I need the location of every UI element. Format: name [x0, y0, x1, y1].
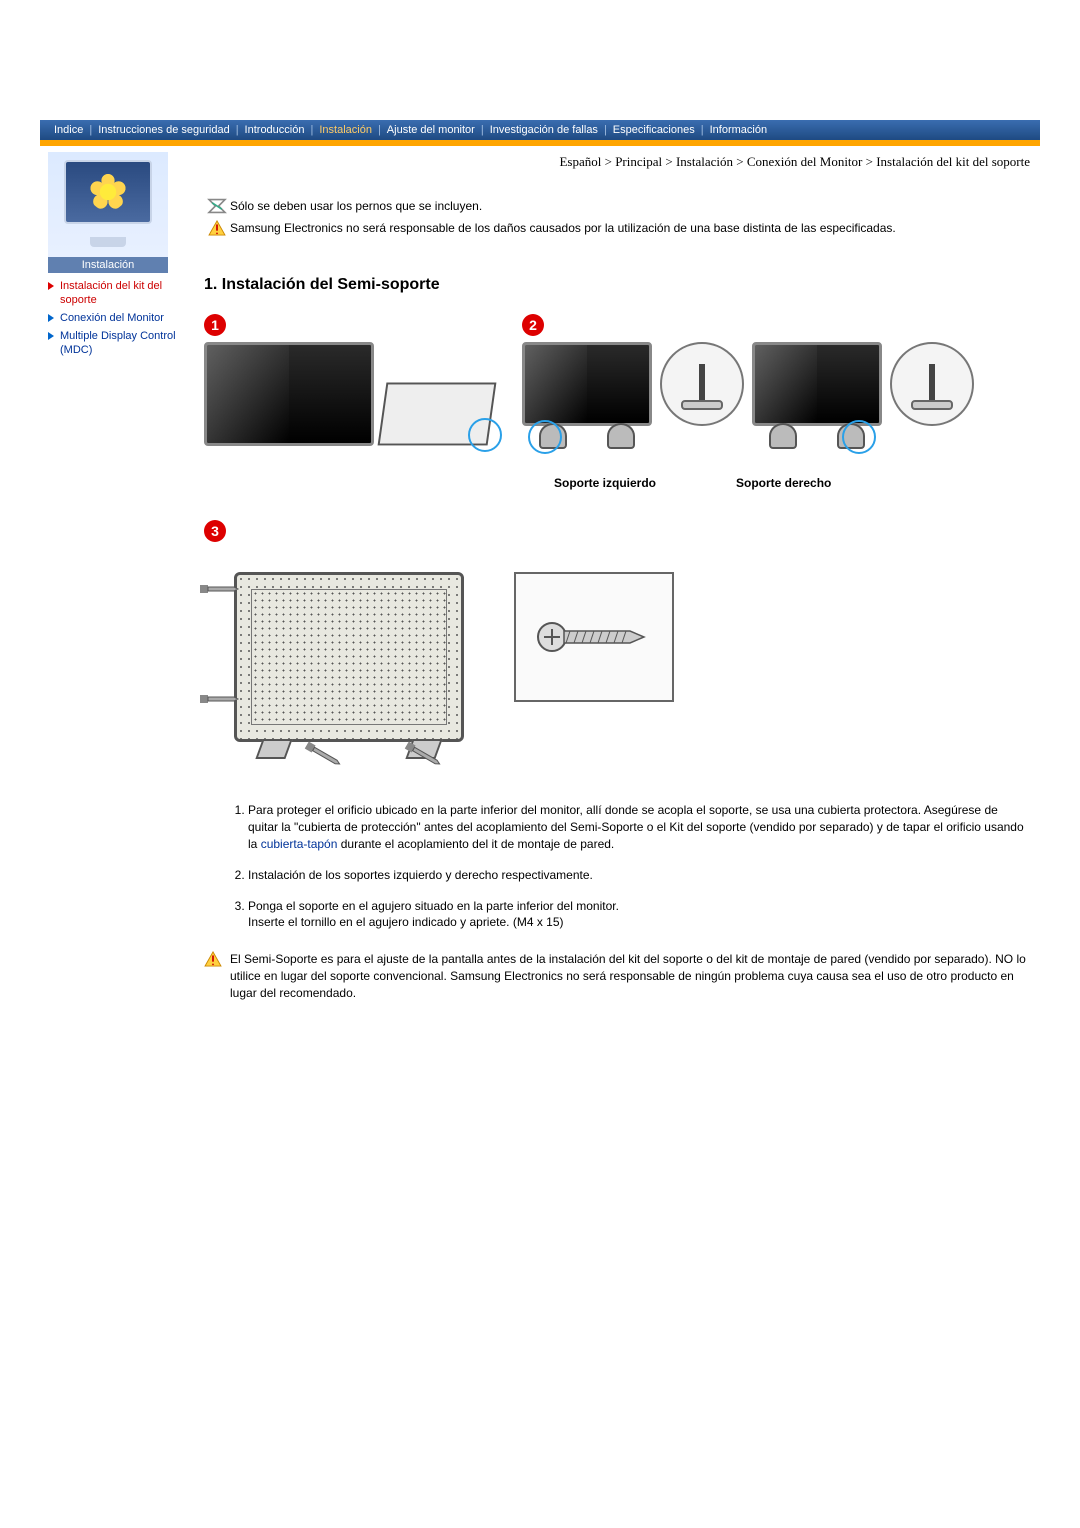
nav-item[interactable]: Instalación — [313, 124, 378, 136]
bullet-icon — [48, 332, 54, 340]
bullet-icon — [48, 282, 54, 290]
highlight-circle-icon — [468, 418, 502, 452]
instruction-item: Instalación de los soportes izquierdo y … — [248, 867, 1030, 884]
sidebar-link[interactable]: Conexión del Monitor — [60, 311, 164, 325]
stand-leg-icon — [255, 739, 292, 759]
step-number-2: 2 — [522, 314, 544, 336]
warning-note-2: El Semi-Soporte es para el ajuste de la … — [204, 951, 1030, 1001]
nav-item[interactable]: Información — [704, 124, 773, 136]
info-note-text: Sólo se deben usar los pernos que se inc… — [230, 198, 1030, 214]
monitor-back-figure — [234, 572, 464, 742]
highlight-circle-icon — [842, 420, 876, 454]
nav-item[interactable]: Especificaciones — [607, 124, 701, 136]
step-number-1: 1 — [204, 314, 226, 336]
highlight-circle-icon — [528, 420, 562, 454]
warning-note-1-text: Samsung Electronics no será responsable … — [230, 220, 1030, 236]
warning-icon — [204, 951, 222, 967]
screw-zoom-figure — [514, 572, 674, 702]
screw-large-icon — [534, 612, 654, 662]
info-note: Sólo se deben usar los pernos que se inc… — [204, 198, 1030, 214]
sidebar: Instalación Instalación del kit del sopo… — [40, 146, 200, 1002]
sidebar-links: Instalación del kit del soporte Conexión … — [48, 279, 200, 357]
screw-icon — [200, 582, 240, 596]
step-number-3: 3 — [204, 520, 226, 542]
monitor-right-stand-figure — [752, 342, 882, 426]
warning-note-1: Samsung Electronics no será responsable … — [204, 220, 1030, 236]
label-right-stand: Soporte derecho — [736, 476, 831, 490]
nav-item[interactable]: Introducción — [239, 124, 311, 136]
section-title: 1. Instalación del Semi-soporte — [204, 276, 1030, 294]
monitor-icon — [64, 160, 152, 224]
stand-foot-icon — [607, 423, 635, 449]
breadcrumb: Español > Principal > Instalación > Cone… — [204, 154, 1030, 170]
figures: 1 2 — [204, 314, 1030, 772]
instructions-list: Para proteger el orificio ubicado en la … — [232, 802, 1030, 931]
monitor-front-figure — [204, 342, 374, 446]
sidebar-link[interactable]: Instalación del kit del soporte — [60, 279, 200, 307]
stand-foot-icon — [769, 423, 797, 449]
nav-item[interactable]: Indice — [48, 124, 89, 136]
flower-icon — [89, 173, 127, 211]
label-left-stand: Soporte izquierdo — [554, 476, 656, 490]
sidebar-thumbnail — [48, 152, 168, 257]
inline-link[interactable]: cubierta-tapón — [261, 837, 338, 851]
warning-note-2-text: El Semi-Soporte es para el ajuste de la … — [230, 951, 1030, 1001]
monitor-left-stand-figure — [522, 342, 652, 426]
sidebar-heading: Instalación — [48, 257, 168, 273]
screw-icon — [303, 739, 345, 771]
main-content: Español > Principal > Instalación > Cone… — [200, 146, 1040, 1002]
bullet-icon — [48, 314, 54, 322]
monitor-stand-icon — [90, 237, 126, 247]
nav-item[interactable]: Instrucciones de seguridad — [92, 124, 235, 136]
top-nav: Indice|Instrucciones de seguridad|Introd… — [40, 120, 1040, 140]
stand-zoom-right-figure — [890, 342, 974, 426]
instruction-item: Ponga el soporte en el agujero situado e… — [248, 898, 1030, 932]
sidebar-link[interactable]: Multiple Display Control (MDC) — [60, 329, 200, 357]
warning-icon — [208, 220, 226, 236]
nav-item[interactable]: Ajuste del monitor — [381, 124, 481, 136]
note-icon — [207, 198, 227, 214]
stand-zoom-left-figure — [660, 342, 744, 426]
nav-item[interactable]: Investigación de fallas — [484, 124, 604, 136]
instruction-item: Para proteger el orificio ubicado en la … — [248, 802, 1030, 852]
screw-icon — [200, 692, 240, 706]
